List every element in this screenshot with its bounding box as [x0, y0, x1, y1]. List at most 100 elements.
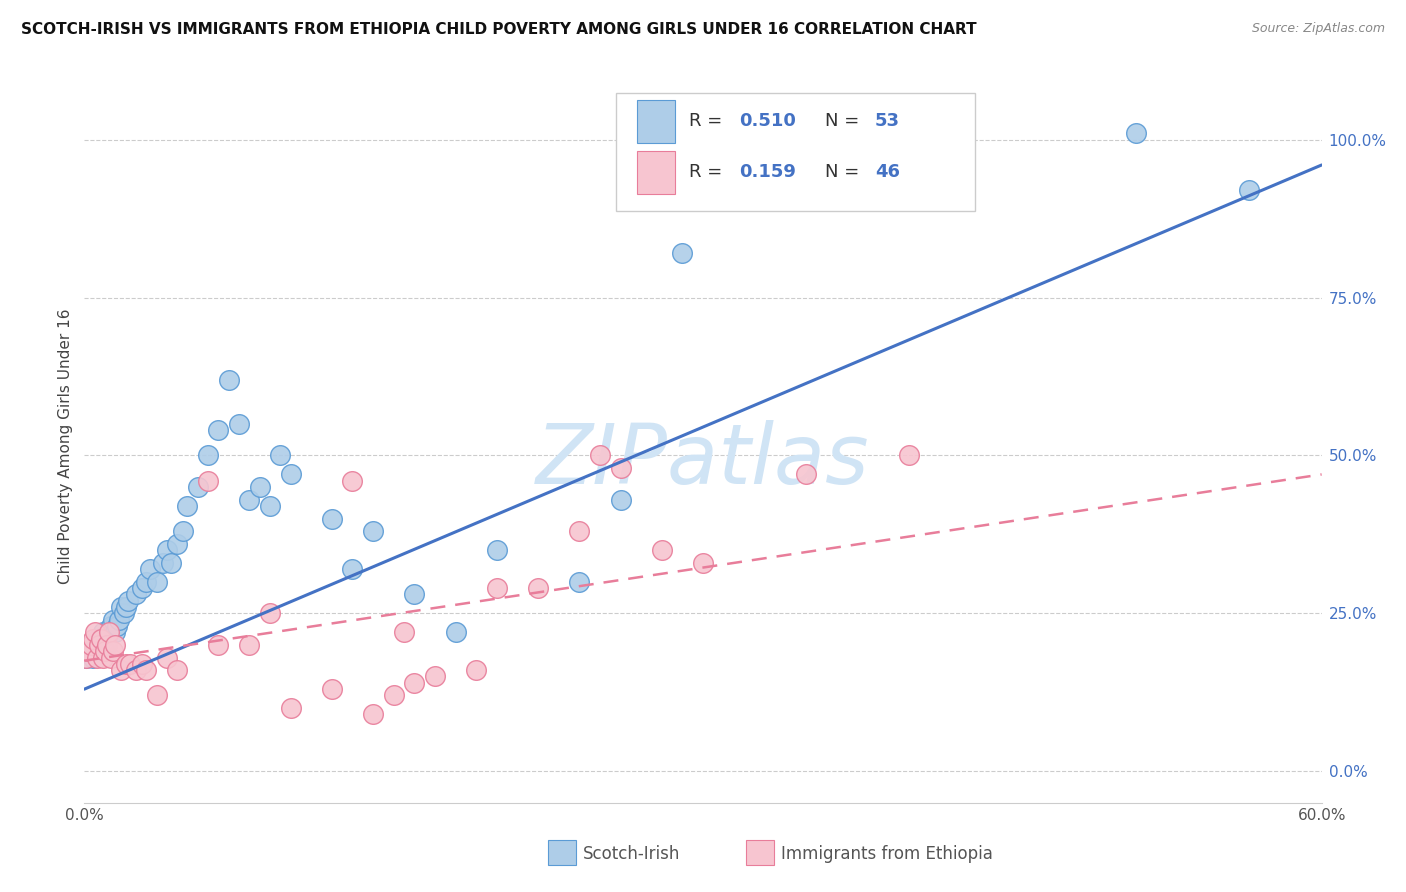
Point: [218, 373, 240, 387]
Point: [118, 657, 141, 671]
Text: 53: 53: [875, 112, 900, 130]
Point: [342, 562, 364, 576]
Point: [197, 449, 219, 463]
Point: [104, 638, 127, 652]
Point: [423, 669, 446, 683]
Point: [139, 562, 162, 576]
Point: [321, 511, 343, 525]
Text: R =: R =: [689, 112, 728, 130]
Point: [145, 689, 167, 703]
Point: [108, 613, 131, 627]
Y-axis label: Child Poverty Among Girls Under 16: Child Poverty Among Girls Under 16: [58, 309, 73, 583]
Text: 46: 46: [875, 163, 900, 181]
Point: [160, 556, 183, 570]
Point: [79, 638, 101, 652]
Point: [259, 499, 281, 513]
Text: Source: ZipAtlas.com: Source: ZipAtlas.com: [1251, 22, 1385, 36]
Point: [90, 632, 112, 646]
Point: [91, 625, 114, 640]
Point: [90, 632, 112, 646]
Point: [77, 644, 100, 658]
Point: [166, 663, 188, 677]
Point: [110, 663, 132, 677]
Point: [75, 650, 97, 665]
Text: N =: N =: [825, 163, 866, 181]
Point: [100, 650, 122, 665]
Point: [465, 663, 488, 677]
Point: [94, 638, 117, 652]
Point: [152, 556, 174, 570]
FancyBboxPatch shape: [637, 151, 675, 194]
Point: [145, 574, 167, 589]
Point: [135, 574, 157, 589]
Point: [671, 246, 693, 260]
Text: 0.510: 0.510: [740, 112, 796, 130]
Point: [609, 461, 631, 475]
Point: [259, 607, 281, 621]
Point: [1125, 127, 1147, 141]
Point: [172, 524, 194, 539]
Point: [156, 543, 179, 558]
Point: [87, 638, 110, 652]
Point: [197, 474, 219, 488]
Point: [112, 607, 135, 621]
Point: [125, 587, 148, 601]
Text: Scotch-Irish: Scotch-Irish: [583, 846, 681, 863]
Point: [280, 467, 302, 482]
FancyBboxPatch shape: [548, 840, 575, 865]
Text: 0.159: 0.159: [740, 163, 796, 181]
Point: [382, 689, 405, 703]
Point: [98, 625, 121, 640]
Point: [83, 644, 105, 658]
Point: [75, 650, 97, 665]
Point: [651, 543, 673, 558]
Point: [96, 632, 118, 646]
Point: [238, 492, 260, 507]
Point: [110, 600, 132, 615]
Point: [117, 593, 139, 607]
Point: [100, 619, 122, 633]
Point: [114, 657, 136, 671]
Text: N =: N =: [825, 112, 866, 130]
Point: [156, 650, 179, 665]
Point: [794, 467, 817, 482]
Point: [269, 449, 291, 463]
Point: [238, 638, 260, 652]
Point: [135, 663, 157, 677]
Point: [187, 480, 209, 494]
Point: [342, 474, 364, 488]
Point: [104, 625, 127, 640]
Point: [91, 650, 114, 665]
Point: [94, 644, 117, 658]
Point: [103, 613, 125, 627]
FancyBboxPatch shape: [747, 840, 773, 865]
Point: [228, 417, 250, 431]
Point: [176, 499, 198, 513]
Point: [207, 423, 229, 437]
Point: [392, 625, 415, 640]
Point: [485, 581, 508, 595]
Point: [280, 701, 302, 715]
Point: [692, 556, 714, 570]
Point: [404, 675, 426, 690]
Point: [207, 638, 229, 652]
Text: R =: R =: [689, 163, 728, 181]
Point: [86, 650, 108, 665]
Point: [589, 449, 612, 463]
Point: [609, 492, 631, 507]
Point: [568, 524, 591, 539]
Point: [131, 657, 153, 671]
Point: [166, 537, 188, 551]
Point: [485, 543, 508, 558]
Text: SCOTCH-IRISH VS IMMIGRANTS FROM ETHIOPIA CHILD POVERTY AMONG GIRLS UNDER 16 CORR: SCOTCH-IRISH VS IMMIGRANTS FROM ETHIOPIA…: [21, 22, 977, 37]
Point: [83, 625, 105, 640]
Point: [249, 480, 271, 494]
Point: [131, 581, 153, 595]
Point: [82, 650, 104, 665]
Point: [898, 449, 921, 463]
FancyBboxPatch shape: [616, 93, 976, 211]
Text: ZIPatlas: ZIPatlas: [536, 420, 870, 500]
Point: [361, 524, 384, 539]
Point: [86, 632, 108, 646]
Point: [404, 587, 426, 601]
